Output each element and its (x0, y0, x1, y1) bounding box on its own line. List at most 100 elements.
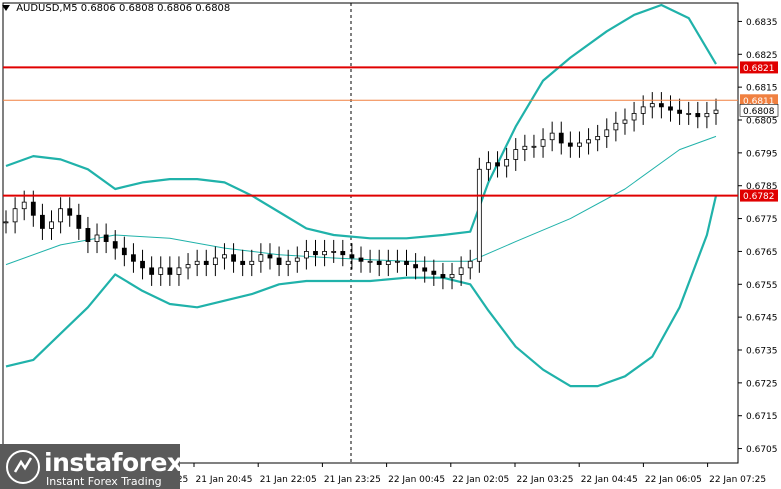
candle-body (513, 149, 519, 160)
y-axis: 0.68350.68250.68150.68050.67950.67850.67… (738, 18, 779, 455)
candle-body (49, 221, 54, 229)
candle-body (531, 145, 537, 148)
candle-body (176, 267, 182, 275)
candle-body (12, 208, 18, 223)
symbol-label: AUDUSD,M5 (16, 3, 78, 14)
candle-body (294, 257, 300, 262)
y-tick-label: 0.6805 (746, 117, 778, 127)
candle-body (267, 254, 273, 259)
x-tick-label: 22 Jan 02:05 (452, 475, 509, 485)
candle-body (121, 247, 127, 256)
candle-body (376, 260, 382, 265)
ohlc-readout: 0.6806 0.6808 0.6806 0.6808 (80, 3, 231, 14)
candle-body (577, 142, 582, 147)
candle-body (413, 264, 419, 269)
candle-body (613, 122, 619, 131)
level-price-label: 0.6782 (743, 192, 775, 202)
candle-body (385, 260, 391, 265)
x-tick-label: 22 Jan 07:25 (709, 475, 766, 485)
candle-body (404, 260, 409, 265)
candle-body (713, 109, 719, 114)
candle-body (240, 260, 246, 265)
candle-body (495, 162, 500, 167)
candle-body (686, 113, 692, 115)
candle-body (21, 201, 27, 210)
x-tick-label: 22 Jan 03:25 (517, 475, 574, 485)
candle-body (467, 260, 473, 269)
candle-body (30, 201, 36, 216)
candle-body (367, 260, 373, 263)
candle-body (358, 257, 364, 262)
candle-body (604, 129, 610, 137)
candle-body (158, 267, 164, 275)
candle-body (504, 159, 510, 167)
brand-name: instaforex (44, 448, 183, 477)
candle-body (704, 113, 710, 118)
candle-body (285, 260, 291, 265)
candle-body (449, 274, 455, 279)
plot-area (2, 2, 739, 464)
y-tick-label: 0.6815 (746, 84, 778, 94)
candle-body (258, 254, 264, 262)
y-tick-label: 0.6705 (746, 445, 778, 455)
candle-body (567, 142, 573, 147)
candle-body (58, 208, 64, 223)
candle-body (622, 119, 628, 124)
candle-body (203, 260, 209, 265)
bid-price-tag (739, 103, 779, 117)
candle-body (558, 132, 564, 144)
current-price-label: 0.6811 (743, 97, 775, 107)
candle-body (103, 234, 109, 242)
candle-body (40, 214, 45, 229)
bollinger-lower-band (5, 195, 718, 388)
collapse-triangle-icon[interactable] (2, 5, 10, 11)
candle-body (222, 254, 227, 259)
current-price-tag (740, 94, 778, 107)
candle-body (549, 132, 555, 141)
candle-body (149, 267, 155, 275)
level-price-tag (740, 189, 778, 202)
y-tick-label: 0.6835 (746, 18, 778, 28)
y-tick-label: 0.6735 (746, 347, 778, 357)
candle-body (167, 267, 173, 275)
candle-body (522, 145, 528, 150)
candle-body (476, 168, 482, 262)
candle-body (85, 228, 91, 242)
candle-body (677, 109, 682, 114)
bollinger-upper-band (5, 3, 717, 240)
candle-body (649, 103, 655, 108)
instaforex-logo-icon (6, 450, 40, 484)
candle-body (331, 251, 337, 253)
candle-body (303, 251, 309, 259)
level-price-tag (740, 61, 778, 74)
candle-body (322, 251, 327, 256)
y-tick-label: 0.6785 (746, 182, 778, 192)
y-tick-label: 0.6775 (746, 215, 778, 225)
candle-body (313, 251, 318, 256)
chart-header: AUDUSD,M5 0.6806 0.6808 0.6806 0.6808 (2, 3, 230, 14)
plot-frame (2, 2, 739, 464)
y-tick-label: 0.6745 (746, 314, 778, 324)
candle-body (340, 251, 346, 256)
y-tick-label: 0.6765 (746, 248, 778, 258)
brand-tagline: Instant Forex Trading (46, 475, 162, 488)
candle-body (631, 113, 637, 121)
candle-body (131, 254, 136, 262)
candle-body (431, 270, 437, 275)
x-tick-label: 22 Jan 00:45 (388, 475, 445, 485)
candle-body (349, 254, 355, 259)
y-tick-label: 0.6795 (746, 149, 778, 159)
candle-body (112, 241, 118, 249)
candle-body (540, 139, 546, 147)
x-tick-label: 21 Jan 22:05 (260, 475, 317, 485)
candle-body (640, 106, 646, 114)
candle-body (586, 139, 591, 144)
candle-body (3, 221, 9, 224)
candle-body (276, 257, 282, 265)
x-tick-label: 21 Jan 20:45 (196, 475, 253, 485)
candle-body (249, 260, 255, 265)
candle-body (212, 257, 218, 265)
x-tick-label: 21 Jan 23:25 (324, 475, 381, 485)
level-price-label: 0.6821 (743, 64, 775, 74)
